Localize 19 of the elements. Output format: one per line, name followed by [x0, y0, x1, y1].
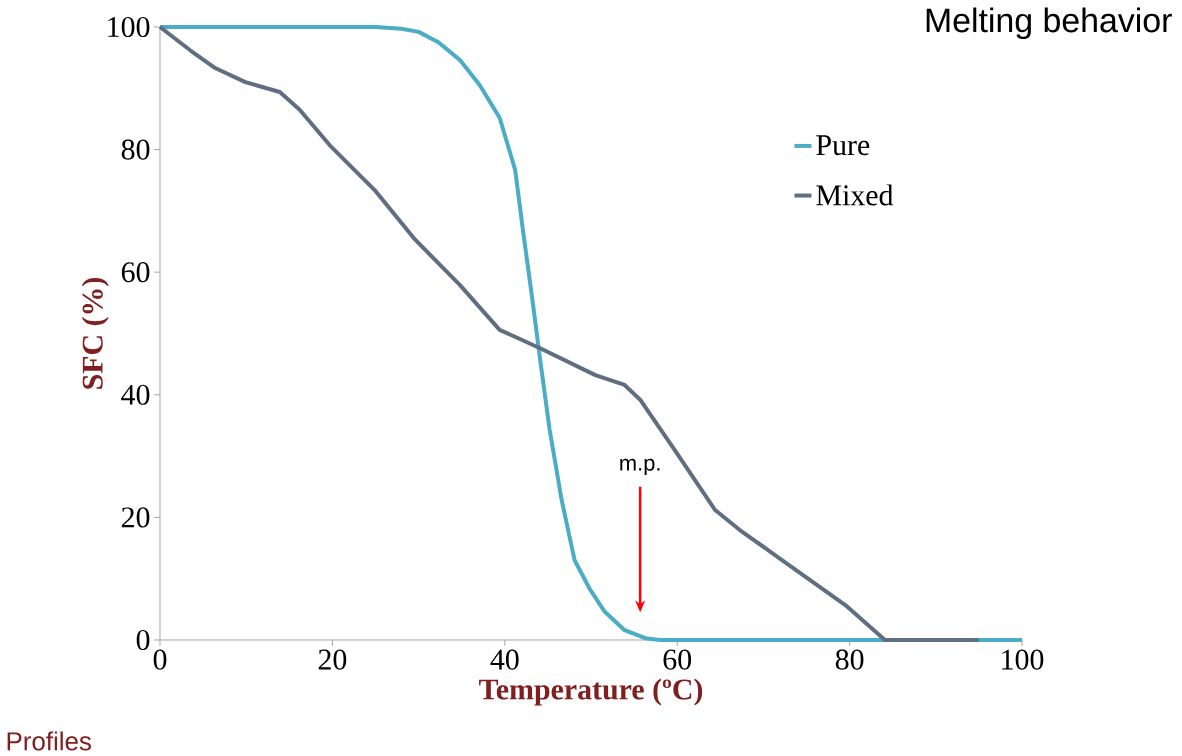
x-tick-label: 0	[153, 649, 167, 670]
y-tick-label: 40	[121, 384, 150, 405]
x-tick-label: 40	[490, 649, 519, 670]
x-axis-title: Temperature (ºC)	[479, 678, 703, 706]
y-tick-label: 60	[121, 262, 150, 283]
y-axis-title: SFC (%)	[81, 277, 109, 389]
x-tick-label: 20	[318, 649, 347, 670]
x-tick-label: 80	[835, 649, 864, 670]
x-tick-label: 100	[1002, 649, 1044, 670]
y-tick-label: 100	[108, 16, 150, 38]
chart-title: Melting behavior	[926, 7, 1172, 40]
y-tick-label: 20	[121, 507, 150, 528]
legend-label: Pure	[816, 135, 870, 156]
annotation: m.p.	[620, 458, 660, 476]
y-tick-label: 80	[121, 139, 150, 160]
text: Profiles	[7, 731, 91, 751]
x-tick-label: 60	[663, 649, 692, 670]
y-tick-label: 0	[136, 629, 150, 651]
legend-label: Mixed	[816, 184, 894, 206]
